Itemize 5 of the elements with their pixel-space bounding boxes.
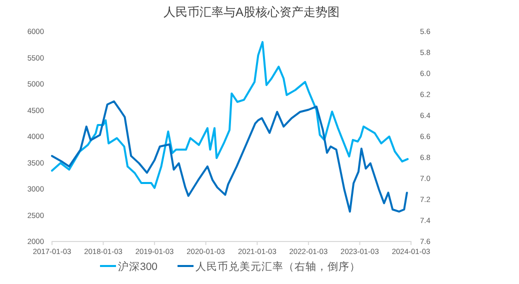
line-series <box>51 41 409 189</box>
line-series <box>51 100 408 213</box>
chart-title: 人民币汇率与A股核心资产走势图 <box>163 5 340 19</box>
legend-label: 沪深300 <box>118 260 158 273</box>
legend-label: 人民币兑美元汇率（右轴，倒序） <box>196 260 361 273</box>
